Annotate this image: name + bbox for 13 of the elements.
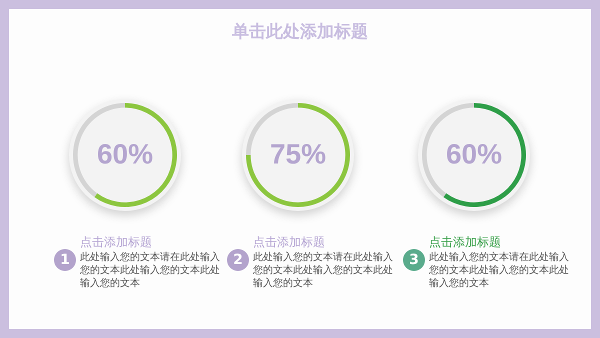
text: 此处输入您的文本请在此处输入您的文本此处输入您的文本此处输入您的文本	[80, 251, 221, 290]
text: 1	[54, 249, 76, 271]
text: 2	[227, 249, 249, 271]
text: 单击此处添加标题	[231, 21, 369, 43]
text: 此处输入您的文本请在此处输入您的文本此处输入您的文本此处输入您的文本	[429, 251, 570, 290]
text: 点击添加标题	[80, 234, 152, 251]
text: 3	[403, 249, 425, 271]
text: 此处输入您的文本请在此处输入您的文本此处输入您的文本此处输入您的文本	[253, 251, 394, 290]
text: 点击添加标题	[253, 234, 325, 251]
text: 点击添加标题	[429, 234, 501, 251]
data-label: 60%	[96, 138, 154, 170]
data-label: 60%	[446, 138, 502, 170]
data-label: 75%	[270, 138, 326, 170]
